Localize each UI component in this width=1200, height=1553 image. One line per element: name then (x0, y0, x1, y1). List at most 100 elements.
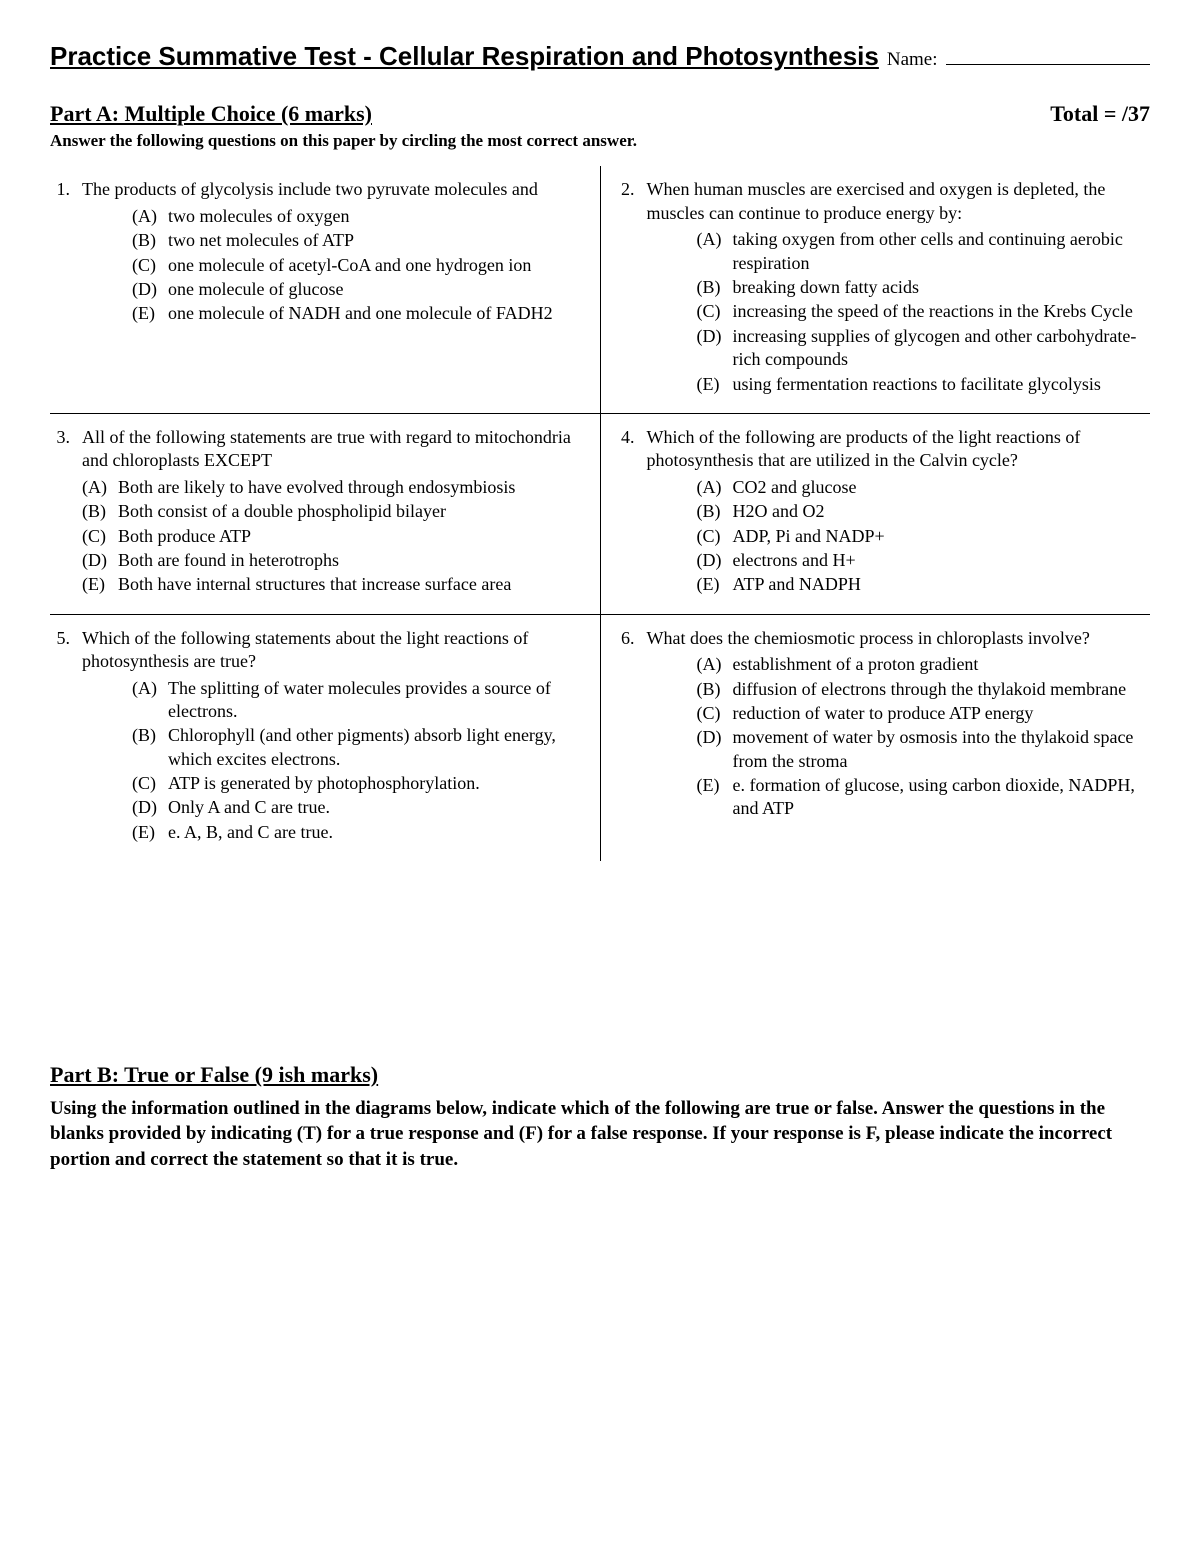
option-letter: (C) (132, 772, 162, 795)
option-text: Both are likely to have evolved through … (118, 476, 582, 499)
option-letter: (B) (132, 724, 162, 771)
option-letter: (E) (697, 573, 727, 596)
question-stem: All of the following statements are true… (82, 426, 582, 473)
option-letter: (A) (82, 476, 112, 499)
question-body: What does the chemiosmotic process in ch… (647, 627, 1141, 822)
option-letter: (D) (82, 549, 112, 572)
option[interactable]: (E) using fermentation reactions to facil… (697, 373, 1141, 396)
part-a-header: Part A: Multiple Choice (6 marks) Total … (50, 100, 1150, 129)
option[interactable]: (A) two molecules of oxygen (132, 205, 582, 228)
option-letter: (B) (697, 678, 727, 701)
option[interactable]: (E) one molecule of NADH and one molecule… (132, 302, 582, 325)
multiple-choice-grid: 1.The products of glycolysis include two… (50, 166, 1150, 861)
option-text: two molecules of oxygen (168, 205, 582, 228)
option-letter: (A) (697, 228, 727, 275)
options-list: (A) Both are likely to have evolved throu… (82, 476, 582, 597)
option-letter: (A) (697, 476, 727, 499)
part-b-title: Part B: True or False (9 ish marks) (50, 1061, 378, 1090)
question: 3. All of the following statements are tr… (50, 426, 582, 598)
question-cell-2: 2.When human muscles are exercised and o… (600, 166, 1150, 413)
option-text: increasing supplies of glycogen and othe… (733, 325, 1141, 372)
option[interactable]: (A)CO2 and glucose (697, 476, 1141, 499)
option-text: electrons and H+ (733, 549, 1141, 572)
option[interactable]: (D) electrons and H+ (697, 549, 1141, 572)
option[interactable]: (C)Both produce ATP (82, 525, 582, 548)
option[interactable]: (D)Only A and C are true. (132, 796, 582, 819)
option[interactable]: (C)ADP, Pi and NADP+ (697, 525, 1141, 548)
part-a-instructions: Answer the following questions on this p… (50, 130, 1150, 152)
option-text: Chlorophyll (and other pigments) absorb … (168, 724, 582, 771)
option-text: e. A, B, and C are true. (168, 821, 582, 844)
option[interactable]: (A)establishment of a proton gradient (697, 653, 1141, 676)
question-number: 4. (615, 426, 635, 598)
option-letter: (E) (82, 573, 112, 596)
option[interactable]: (E) ATP and NADPH (697, 573, 1141, 596)
option[interactable]: (D) one molecule of glucose (132, 278, 582, 301)
option-letter: (A) (132, 205, 162, 228)
question-number: 3. (50, 426, 70, 598)
option[interactable]: (D)Both are found in heterotrophs (82, 549, 582, 572)
question-stem: When human muscles are exercised and oxy… (647, 178, 1141, 225)
option[interactable]: (C)reduction of water to produce ATP ene… (697, 702, 1141, 725)
option[interactable]: (A)The splitting of water molecules prov… (132, 677, 582, 724)
question: 4.Which of the following are products of… (615, 426, 1141, 598)
option-letter: (E) (697, 774, 727, 821)
option[interactable]: (A) Both are likely to have evolved throu… (82, 476, 582, 499)
part-a-title: Part A: Multiple Choice (6 marks) (50, 100, 372, 129)
question-cell-5: 5.Which of the following statements abou… (50, 614, 600, 861)
option[interactable]: (E)Both have internal structures that in… (82, 573, 582, 596)
option[interactable]: (D)movement of water by osmosis into the… (697, 726, 1141, 773)
option[interactable]: (C) ATP is generated by photophosphorylat… (132, 772, 582, 795)
question-number: 6. (615, 627, 635, 822)
option-text: movement of water by osmosis into the th… (733, 726, 1141, 773)
question: 2.When human muscles are exercised and o… (615, 178, 1141, 397)
option[interactable]: (C)increasing the speed of the reactions… (697, 300, 1141, 323)
option-text: one molecule of glucose (168, 278, 582, 301)
option-letter: (D) (132, 278, 162, 301)
option-letter: (D) (132, 796, 162, 819)
option[interactable]: (B)Chlorophyll (and other pigments) abso… (132, 724, 582, 771)
option-text: reduction of water to produce ATP energy (733, 702, 1141, 725)
option-letter: (C) (697, 525, 727, 548)
question-body: When human muscles are exercised and oxy… (647, 178, 1141, 397)
option[interactable]: (A)taking oxygen from other cells and co… (697, 228, 1141, 275)
option-letter: (B) (82, 500, 112, 523)
option-text: ATP and NADPH (733, 573, 1141, 596)
option-letter: (A) (697, 653, 727, 676)
question-body: Which of the following are products of t… (647, 426, 1141, 598)
option-letter: (D) (697, 325, 727, 372)
question: 5.Which of the following statements abou… (50, 627, 582, 846)
part-b-instructions: Using the information outlined in the di… (50, 1096, 1150, 1173)
option-text: Both consist of a double phospholipid bi… (118, 500, 582, 523)
option-letter: (D) (697, 549, 727, 572)
mc-row-3: 5.Which of the following statements abou… (50, 614, 1150, 861)
option-text: breaking down fatty acids (733, 276, 1141, 299)
question-body: All of the following statements are true… (82, 426, 582, 598)
option-text: The splitting of water molecules provide… (168, 677, 582, 724)
name-blank-line[interactable] (946, 45, 1150, 65)
option[interactable]: (E)e. formation of glucose, using carbon… (697, 774, 1141, 821)
option-letter: (B) (132, 229, 162, 252)
option[interactable]: (B)diffusion of electrons through the th… (697, 678, 1141, 701)
option-text: two net molecules of ATP (168, 229, 582, 252)
option-letter: (D) (697, 726, 727, 773)
option-text: one molecule of NADH and one molecule of… (168, 302, 582, 325)
option[interactable]: (E)e. A, B, and C are true. (132, 821, 582, 844)
option-text: using fermentation reactions to facilita… (733, 373, 1141, 396)
option-letter: (C) (82, 525, 112, 548)
option-letter: (E) (132, 302, 162, 325)
question-number: 5. (50, 627, 70, 846)
options-list: (A) two molecules of oxygen (B) two net mol… (82, 205, 582, 326)
question-stem: The products of glycolysis include two p… (82, 178, 582, 201)
option-text: ATP is generated by photophosphorylation… (168, 772, 582, 795)
option[interactable]: (D)increasing supplies of glycogen and o… (697, 325, 1141, 372)
part-b-section: Part B: True or False (9 ish marks) Usin… (50, 1061, 1150, 1173)
total-marks: Total = /37 (1050, 100, 1150, 129)
option-letter: (E) (697, 373, 727, 396)
option[interactable]: (B)H2O and O2 (697, 500, 1141, 523)
option[interactable]: (C)one molecule of acetyl-CoA and one hy… (132, 254, 582, 277)
options-list: (A)CO2 and glucose(B)H2O and O2(C)ADP, P… (647, 476, 1141, 597)
option[interactable]: (B) two net molecules of ATP (132, 229, 582, 252)
option[interactable]: (B) Both consist of a double phospholipid… (82, 500, 582, 523)
option[interactable]: (B)breaking down fatty acids (697, 276, 1141, 299)
